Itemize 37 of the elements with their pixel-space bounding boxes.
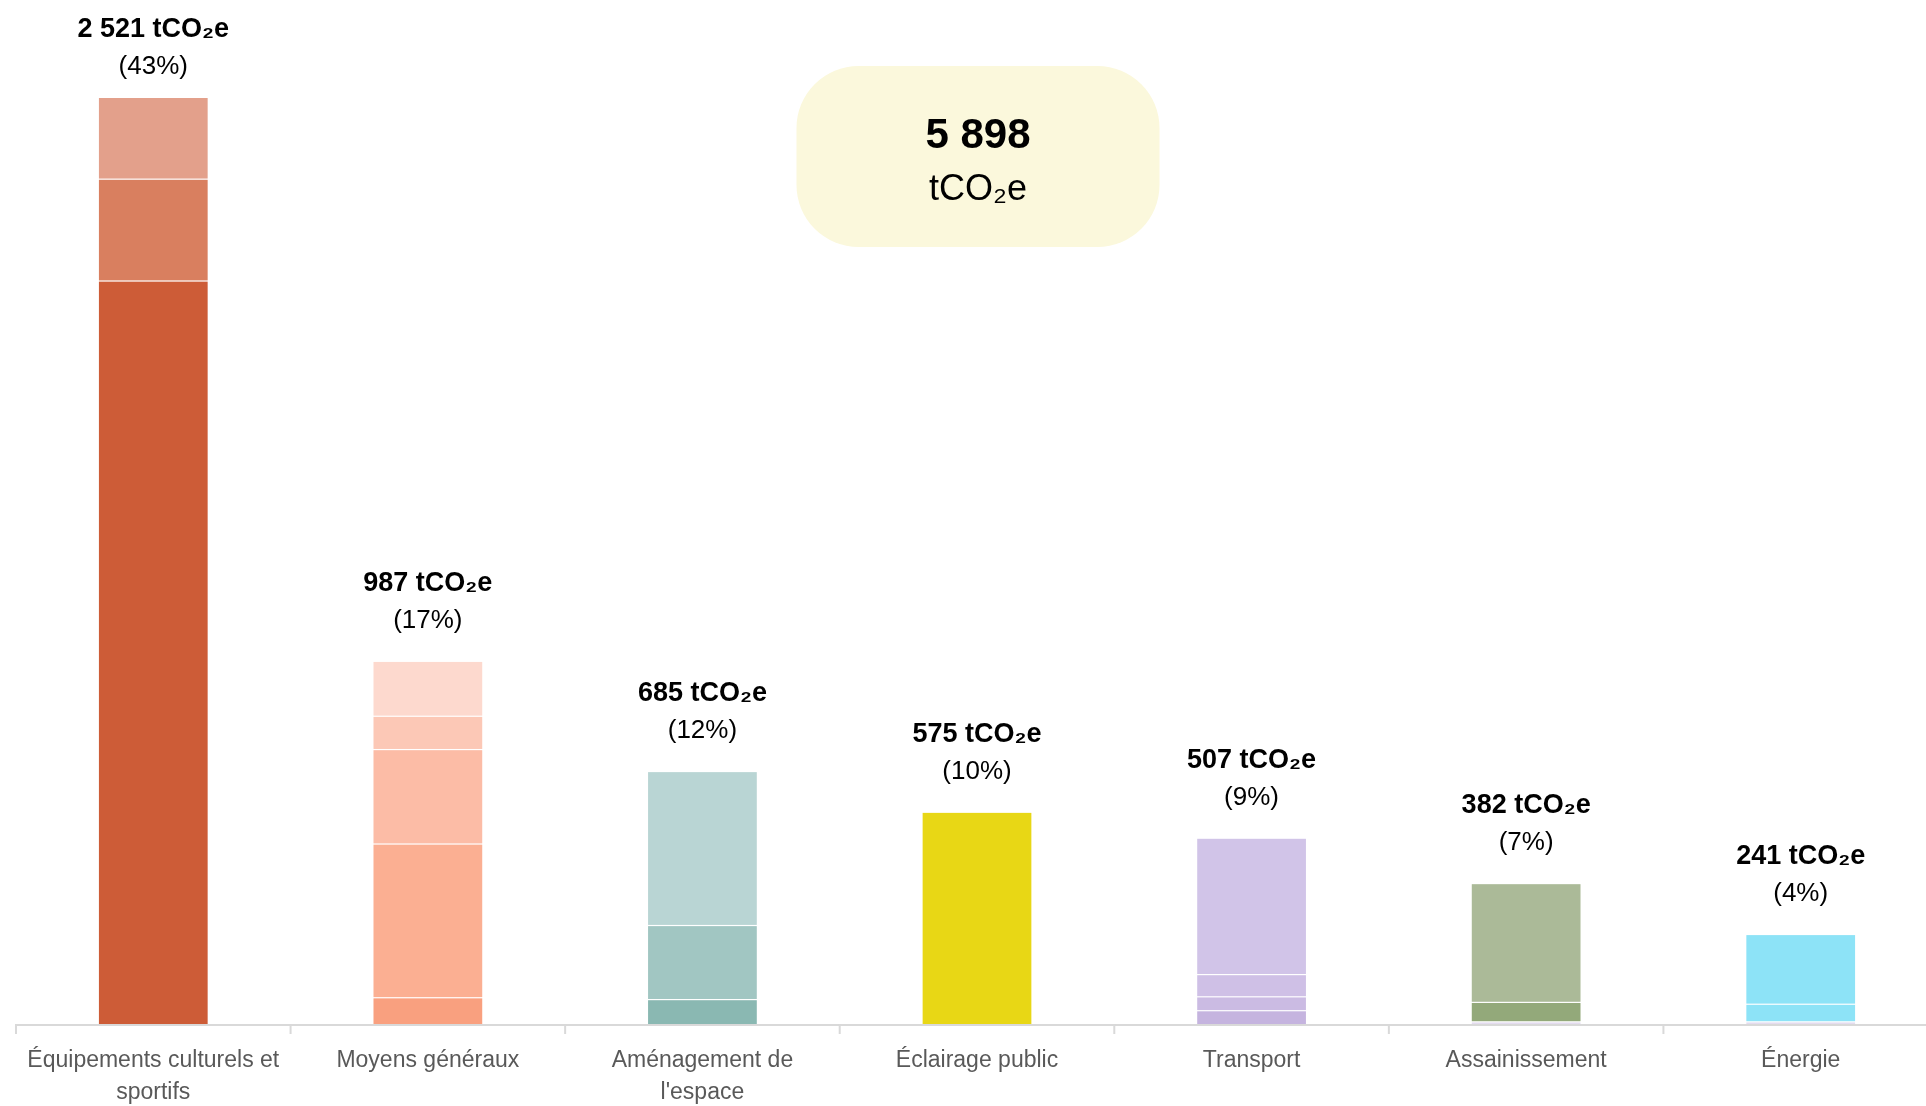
annotation: 241 tCO₂e [1736,840,1866,871]
annotation: 507 tCO₂e [1187,743,1317,774]
bar [922,812,1032,1024]
bar [1471,1002,1581,1022]
annotation: 2 521 tCO₂e [77,13,230,43]
bar [373,844,483,998]
bar [98,179,208,281]
bar [373,750,483,844]
annotation: (7%) [1498,826,1554,857]
text: tCO₂e [929,167,1027,208]
bar [648,926,757,999]
annotation: (9%) [1224,780,1280,811]
annotation: (17%) [393,603,463,634]
bar [98,281,208,1024]
x-tick-label: Moyens généraux [336,1046,520,1072]
bar [373,716,483,749]
annotation: 575 tCO₂e [912,717,1042,748]
annotation: (12%) [667,714,738,745]
bar [373,998,483,1024]
bar [98,98,208,179]
x-tick-label: Énergie [1761,1046,1841,1072]
annotation: (43%) [118,50,188,80]
x-tick-label: Éclairage public [895,1046,1059,1072]
annotation: 382 tCO₂e [1461,789,1591,820]
x-tick-label: Transport [1202,1046,1301,1072]
annotation: (10%) [942,754,1012,785]
annotation: 685 tCO₂e [637,677,767,708]
x-tick-label: Assainissement [1445,1046,1608,1072]
annotation: 987 tCO₂e [363,566,493,597]
bar [648,1000,757,1024]
x-tick-label: Aménagement de l'espace [611,1046,794,1104]
annotation: (4%) [1773,877,1829,908]
x-tick-label: Équipements culturels et sportifs [27,1046,280,1104]
bar [1471,884,1581,1002]
bar [373,661,483,716]
bar [648,772,757,925]
chart-title: 5 898 [925,110,1031,157]
